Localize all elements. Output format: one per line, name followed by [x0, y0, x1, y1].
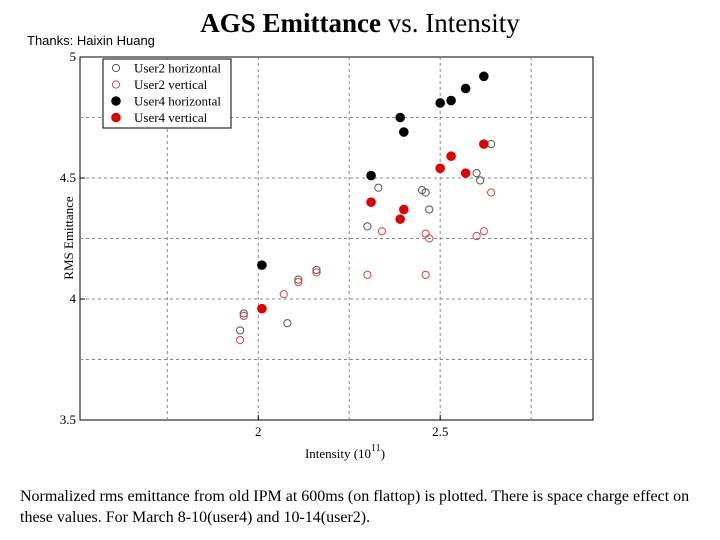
data-point-user2-horizontal — [363, 222, 372, 231]
data-point-user2-horizontal — [312, 265, 321, 275]
data-point-user2-vertical — [377, 227, 387, 236]
data-point-user2-vertical — [363, 270, 372, 279]
title-bold: AGS Emittance — [200, 8, 381, 38]
caption-text: Normalized rms emittance from old IPM at… — [20, 488, 690, 526]
data-point-user2-vertical — [425, 234, 434, 243]
axis-ticks: 2 2.5 3.5 4 4.5 5 — [60, 49, 449, 439]
y-axis-label: RMS Emittance — [61, 196, 76, 280]
data-point-user2-vertical — [312, 268, 321, 277]
data-point-user2-vertical — [421, 270, 430, 279]
data-point-user4-vertical — [395, 214, 405, 224]
y-tick-label: 5 — [70, 49, 77, 64]
x-axis-label: Intensity (1011) — [305, 443, 385, 461]
data-point-user4-vertical — [435, 163, 445, 174]
data-point-user2-vertical — [279, 290, 288, 299]
legend-label: User4 vertical — [134, 110, 208, 125]
data-point-user2-horizontal — [235, 326, 245, 335]
data-point-user4-vertical — [366, 197, 376, 207]
data-point-user4-vertical — [257, 303, 267, 314]
data-point-user4-vertical — [399, 204, 409, 215]
data-point-user2-vertical — [235, 336, 245, 345]
x-axis-label-close: ) — [381, 446, 385, 461]
data-point-user4-horizontal — [257, 260, 267, 270]
legend-box — [102, 58, 232, 129]
data-point-user4-vertical — [446, 151, 456, 162]
data-point-user2-horizontal — [476, 176, 485, 185]
thanks-credit: Thanks: Haixin Huang — [27, 33, 155, 48]
legend-marker — [111, 96, 121, 106]
y-tick-label: 3.5 — [60, 412, 76, 427]
data-point-user2-horizontal — [239, 309, 248, 318]
data-point-user4-vertical — [479, 139, 489, 149]
data-point-user4-horizontal — [435, 98, 445, 108]
data-point-user4-horizontal — [395, 112, 405, 123]
x-tick-label: 2.5 — [432, 424, 448, 439]
legend-label: User4 horizontal — [134, 94, 221, 109]
data-point-user2-horizontal — [283, 319, 292, 328]
data-point-user2-vertical — [239, 311, 248, 321]
data-point-user4-horizontal — [479, 71, 489, 82]
data-point-user4-horizontal — [446, 95, 456, 106]
legend-marker — [111, 80, 121, 89]
title-rest: vs. Intensity — [387, 8, 520, 38]
legend-marker — [111, 112, 121, 123]
data-point-user2-horizontal — [425, 205, 434, 214]
data-point-user2-vertical — [421, 229, 430, 238]
data-point-user2-vertical — [479, 227, 488, 236]
x-tick-label: 2 — [255, 424, 262, 439]
page-title: AGS Emittance vs. Intensity — [0, 6, 720, 40]
data-point-user2-vertical — [294, 277, 303, 287]
y-tick-label: 4.5 — [60, 170, 76, 185]
data-point-user2-horizontal — [472, 169, 481, 178]
y-tick-label: 4 — [70, 291, 77, 306]
grid-lines — [80, 57, 593, 420]
legend-label: User2 horizontal — [134, 61, 221, 76]
legend-marker — [111, 63, 121, 73]
data-point-user4-vertical — [460, 168, 471, 178]
data-point-user4-horizontal — [460, 83, 471, 94]
data-point-user2-horizontal — [374, 183, 383, 192]
data-point-user2-horizontal — [421, 188, 430, 197]
data-points — [235, 71, 496, 345]
data-point-user4-horizontal — [366, 170, 376, 181]
data-point-user2-vertical — [487, 188, 496, 197]
legend-label: User2 vertical — [134, 77, 208, 92]
data-point-user2-vertical — [472, 231, 481, 241]
x-axis-label-exponent: 11 — [371, 443, 381, 454]
data-point-user4-horizontal — [399, 127, 409, 137]
x-axis-label-main: Intensity (10 — [305, 446, 371, 461]
data-point-user2-horizontal — [294, 275, 303, 284]
